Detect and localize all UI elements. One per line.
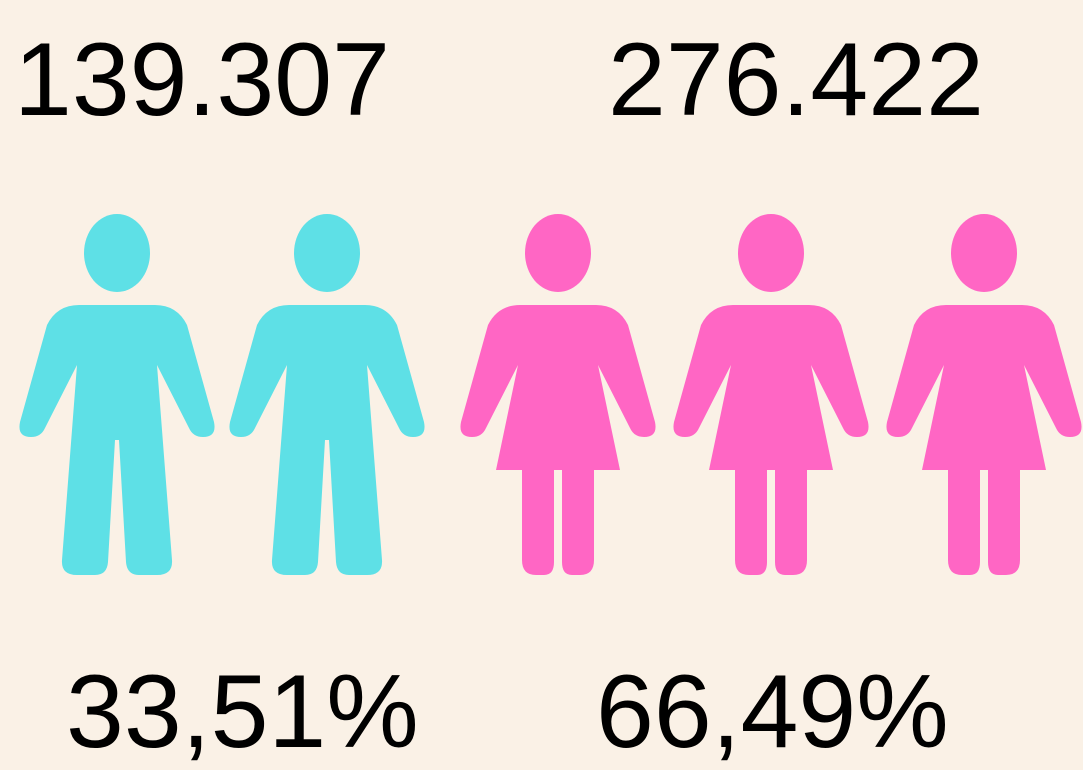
male-count: 139.307	[14, 22, 390, 138]
male-percent: 33,51%	[66, 654, 419, 770]
male-icon	[229, 214, 425, 575]
male-icon	[19, 214, 215, 575]
female-icon	[886, 214, 1082, 575]
female-count: 276.422	[608, 22, 984, 138]
female-icon	[673, 214, 869, 575]
female-percent: 66,49%	[596, 654, 949, 770]
female-icon	[460, 214, 656, 575]
